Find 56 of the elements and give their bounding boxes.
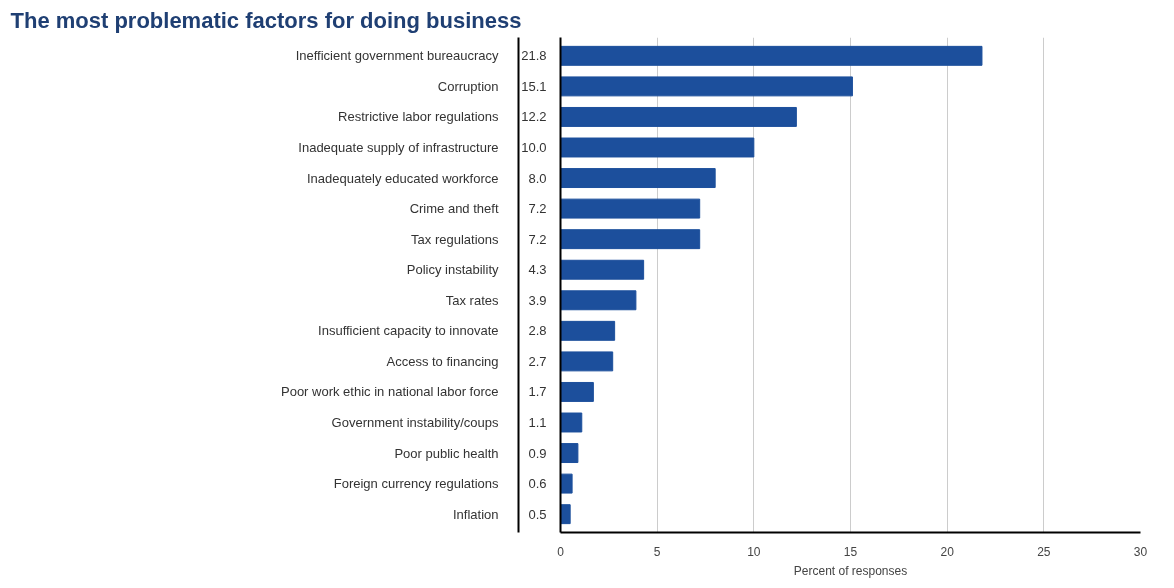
bar xyxy=(560,168,716,189)
y-tick-label: Crime and theft xyxy=(409,201,499,217)
x-axis-title: Percent of responses xyxy=(793,563,908,578)
x-tick-label: 15 xyxy=(843,544,858,559)
data-label: 4.3 xyxy=(528,262,547,278)
data-label: 0.5 xyxy=(528,506,547,522)
data-label: 7.2 xyxy=(528,231,547,247)
text: The most problematic factors for doing business xyxy=(10,7,522,33)
data-label: 0.9 xyxy=(528,445,547,461)
x-tick-label: 30 xyxy=(1133,544,1148,559)
y-tick-label: Inadequate supply of infrastructure xyxy=(298,140,499,155)
bar xyxy=(560,259,645,280)
data-label: 2.7 xyxy=(528,353,547,369)
y-tick-label: Insufficient capacity to innovate xyxy=(318,323,499,339)
bar xyxy=(560,198,701,219)
y-tick-label: Inefficient government bureaucracy xyxy=(295,48,499,64)
bar xyxy=(560,351,614,372)
y-tick-label: Tax rates xyxy=(445,292,499,308)
x-tick-label: 0 xyxy=(557,544,565,559)
data-label: 12.2 xyxy=(521,109,547,125)
y-tick-label: Restrictive labor regulations xyxy=(338,109,499,125)
data-label: 3.9 xyxy=(528,292,547,308)
y-tick-label: Poor work ethic in national labor force xyxy=(281,384,499,400)
y-tick-label: Corruption xyxy=(437,78,499,94)
data-label: 2.8 xyxy=(528,323,547,339)
data-label: 7.2 xyxy=(528,201,547,217)
bar xyxy=(560,412,583,433)
data-label: 15.1 xyxy=(521,78,547,94)
y-tick-label: Access to financing xyxy=(386,353,499,369)
y-tick-label: Government instability/coups xyxy=(331,415,499,430)
bar xyxy=(560,473,573,494)
bar xyxy=(560,106,797,127)
bar xyxy=(560,45,983,66)
x-tick-label: 5 xyxy=(653,544,661,559)
bar xyxy=(560,290,637,311)
y-tick-label: Poor public health xyxy=(394,445,499,461)
y-tick-label: Tax regulations xyxy=(411,231,499,247)
x-tick-label: 20 xyxy=(940,544,955,559)
bar xyxy=(560,137,755,158)
bar xyxy=(560,229,701,250)
x-tick-label: 10 xyxy=(747,544,761,559)
data-label: 8.0 xyxy=(528,170,547,186)
bar xyxy=(560,320,616,341)
data-label: 10.0 xyxy=(521,140,547,155)
data-label: 0.6 xyxy=(528,476,547,492)
x-tick-label: 25 xyxy=(1037,544,1051,559)
bar xyxy=(560,381,594,402)
y-tick-label: Policy instability xyxy=(406,262,499,278)
bar xyxy=(560,443,579,464)
y-tick-label: Foreign currency regulations xyxy=(333,476,499,492)
y-tick-label: Inflation xyxy=(452,506,499,522)
data-label: 1.1 xyxy=(528,415,547,430)
y-tick-label: Inadequately educated workforce xyxy=(306,170,499,186)
data-label: 21.8 xyxy=(521,48,547,64)
data-label: 1.7 xyxy=(528,384,547,400)
bar xyxy=(560,76,853,97)
